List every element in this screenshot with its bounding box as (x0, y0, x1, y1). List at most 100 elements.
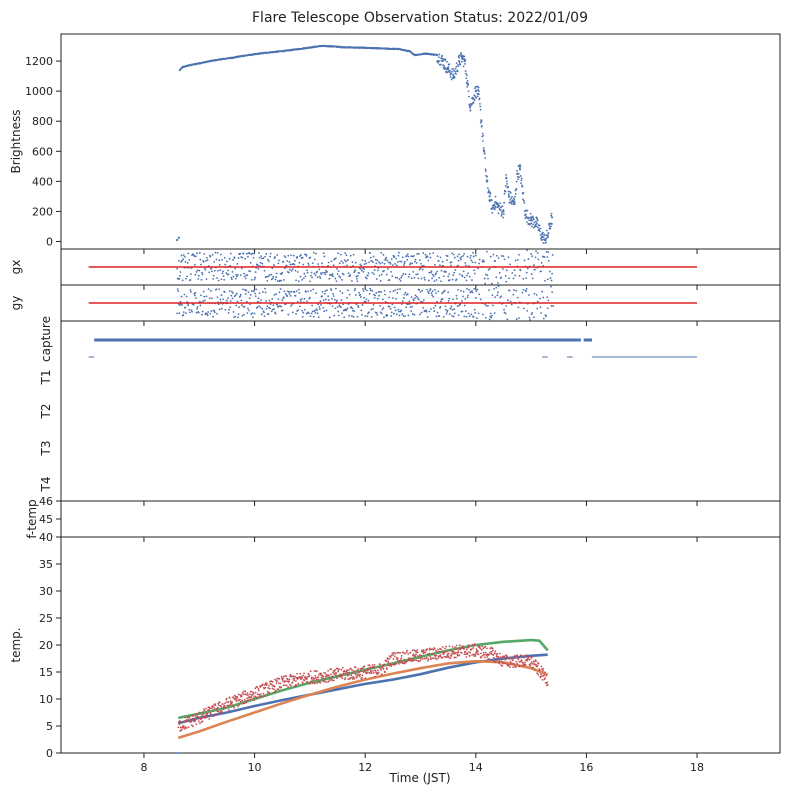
gy-point (448, 297, 451, 300)
gy-point (419, 291, 422, 293)
gx-point (412, 271, 415, 273)
gx-point (301, 278, 304, 281)
gy-point (284, 292, 287, 295)
gx-point (251, 252, 254, 255)
gy-point (372, 303, 375, 306)
gy-point (275, 293, 278, 295)
gy-point (305, 312, 308, 315)
brightness-point (447, 66, 450, 68)
brightness-point (502, 216, 505, 219)
gx-point (440, 280, 442, 283)
gx-point (400, 276, 403, 279)
gx-point (193, 255, 196, 257)
gx-point (231, 278, 233, 280)
brightness-point (520, 179, 523, 182)
gy-point (540, 312, 542, 314)
temp-point-red (311, 679, 314, 681)
brightness-point (521, 185, 524, 188)
temp-point-red (400, 657, 403, 660)
temp-point-red (498, 660, 501, 663)
gy-point (393, 306, 396, 309)
gx-point (318, 268, 321, 271)
gy-point (499, 296, 502, 299)
brightness-point (520, 182, 522, 185)
gy-point (406, 293, 409, 295)
gy-point (303, 297, 306, 300)
temp-point-red (480, 648, 483, 651)
temp-point-red (406, 649, 408, 652)
gy-point (395, 297, 398, 300)
gx-point (487, 268, 490, 271)
gx-point (419, 267, 422, 270)
gx-point (416, 273, 419, 276)
brightness-point (531, 219, 534, 222)
gy-point (509, 300, 512, 303)
temp-point-red (350, 674, 353, 677)
gx-point (355, 277, 358, 280)
gx-point (495, 254, 498, 257)
gy-point (413, 313, 416, 316)
gy-point (276, 303, 279, 306)
gy-point (246, 312, 249, 314)
gy-point (550, 285, 552, 288)
gx-point (268, 274, 271, 276)
gy-point (342, 303, 344, 306)
temp-point-red (324, 676, 327, 678)
gx-point (532, 264, 535, 266)
brightness-point (547, 232, 550, 234)
temp-point-red (494, 650, 497, 653)
temp-point-red (243, 702, 246, 705)
brightness-point (446, 60, 448, 63)
gx-point (316, 270, 318, 273)
brightness-point (469, 109, 472, 112)
gy-point (391, 303, 394, 306)
brightness-point (545, 237, 548, 240)
gy-point (463, 315, 466, 318)
gy-point (260, 299, 263, 301)
gy-point (452, 315, 455, 318)
temp-point-red (407, 653, 410, 655)
temp-point-red (218, 701, 221, 704)
gx-point (431, 277, 434, 280)
gy-point (195, 297, 197, 299)
gy-point (318, 308, 321, 310)
temp-point-red (188, 716, 190, 719)
gx-point (461, 275, 464, 278)
temp-point-red (266, 683, 268, 685)
gx-point (490, 282, 493, 285)
temp-point-red (499, 656, 502, 659)
gx-point (269, 252, 272, 255)
temp-point-red (494, 661, 497, 663)
brightness-point (476, 95, 479, 98)
gx-point (275, 276, 278, 278)
temp-point-red (478, 646, 481, 649)
temp-point-red (277, 688, 280, 691)
temp-point-red (435, 658, 438, 661)
gx-point (186, 275, 189, 278)
gy-point (381, 308, 384, 311)
brightness-point (500, 214, 503, 217)
gx-point (363, 263, 366, 266)
gy-point (187, 304, 190, 307)
gy-point (447, 291, 450, 294)
gy-y-axis-label: gy (9, 296, 23, 311)
gy-point (244, 293, 247, 295)
gx-point (182, 254, 185, 256)
gx-point (362, 270, 365, 273)
gx-point (245, 252, 248, 255)
gy-point (497, 285, 500, 288)
temp-point-red (213, 707, 216, 709)
gx-point (511, 272, 514, 274)
temp-point-red (347, 673, 350, 676)
gy-point (359, 293, 362, 296)
gx-point (406, 258, 409, 261)
brightness-point (534, 223, 537, 226)
temp-point-red (420, 657, 422, 659)
temp-point-red (542, 669, 544, 672)
gx-point (338, 262, 341, 265)
gx-point (315, 252, 317, 255)
temp-point-red (543, 678, 546, 681)
gx-point (284, 256, 287, 259)
gx-point (472, 255, 475, 258)
